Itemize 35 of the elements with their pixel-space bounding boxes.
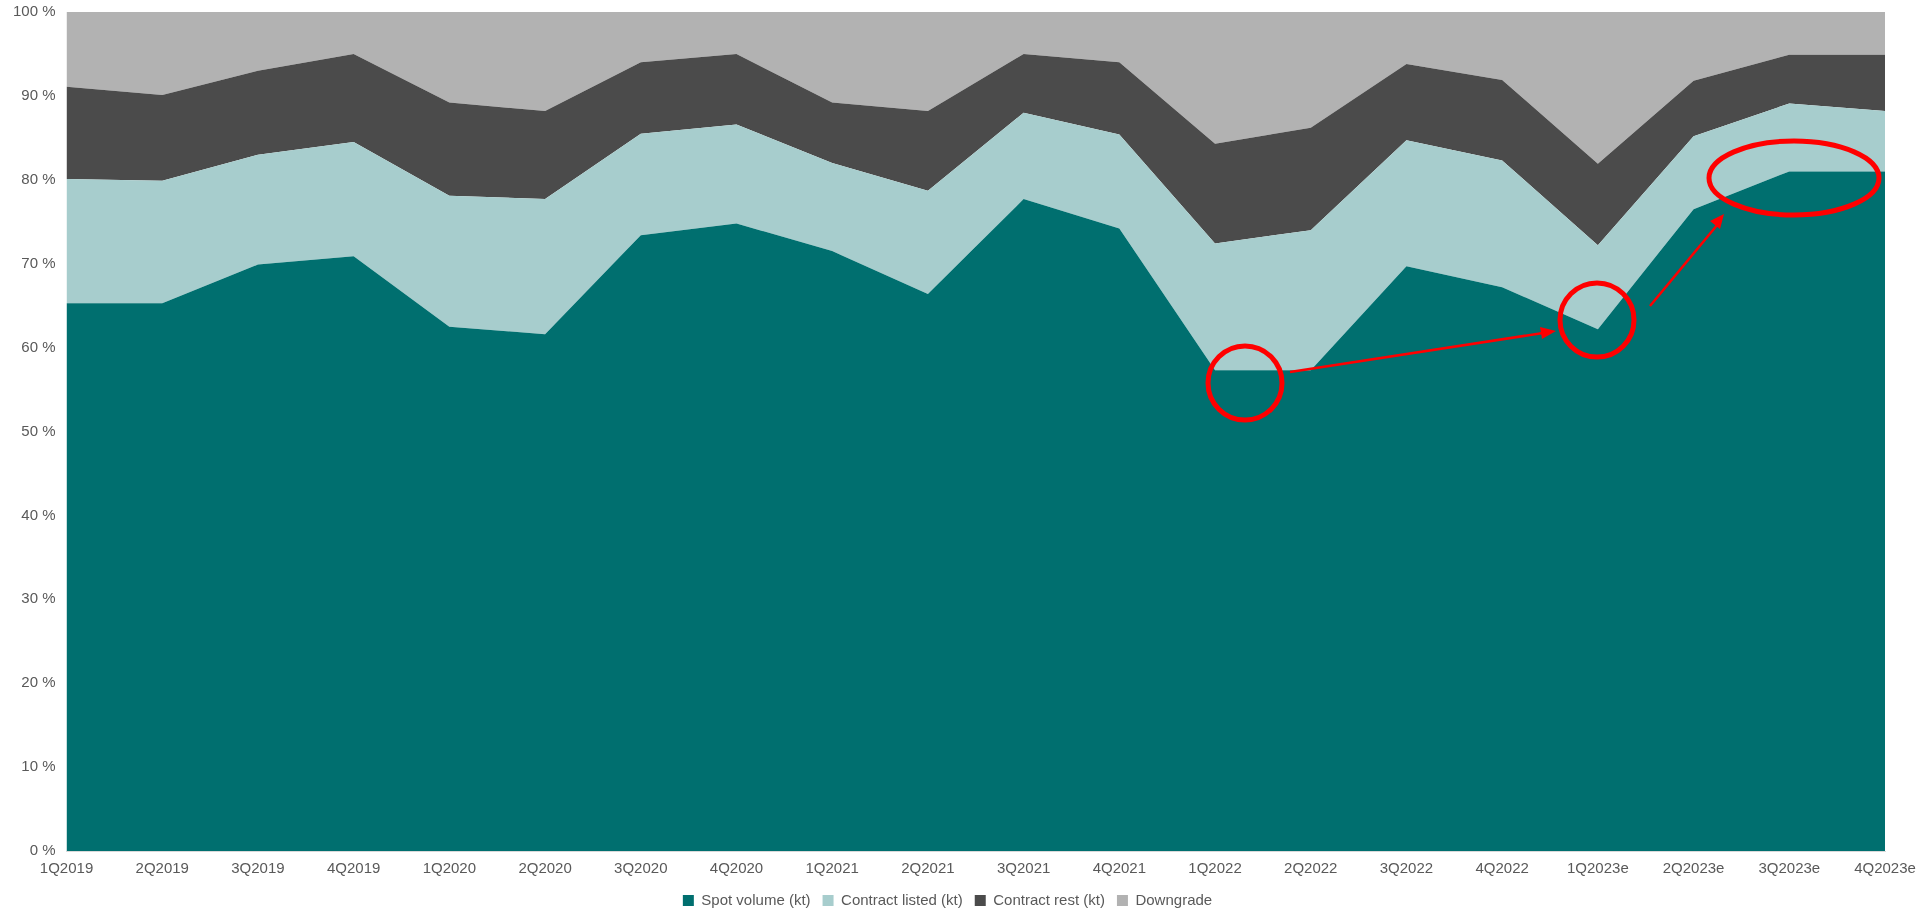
x-tick-label: 4Q2023e <box>1854 859 1916 877</box>
y-tick-label: 10 % <box>21 757 56 775</box>
x-tick-label: 2Q2021 <box>901 859 955 877</box>
y-tick-label: 80 % <box>21 169 56 187</box>
x-tick-label: 3Q2020 <box>614 859 668 877</box>
y-tick-label: 100 % <box>12 2 56 20</box>
legend-label: Contract listed (kt) <box>841 890 963 908</box>
x-tick-label: 2Q2023e <box>1662 859 1725 877</box>
x-tick-label: 3Q2021 <box>996 859 1051 877</box>
x-tick-label: 3Q2023e <box>1758 859 1821 877</box>
x-tick-label: 4Q2021 <box>1092 859 1147 877</box>
x-tick-label: 3Q2022 <box>1379 859 1434 877</box>
y-tick-label: 70 % <box>21 253 56 271</box>
x-tick-label: 4Q2019 <box>326 859 381 877</box>
y-tick-label: 20 % <box>21 673 56 691</box>
x-tick-label: 4Q2020 <box>709 859 764 877</box>
x-tick-label: 2Q2020 <box>518 859 572 877</box>
y-tick-label: 0 % <box>29 841 56 859</box>
x-tick-label: 1Q2019 <box>39 859 94 877</box>
y-tick-label: 30 % <box>21 589 56 607</box>
x-tick-label: 1Q2022 <box>1188 859 1242 877</box>
y-tick-label: 90 % <box>21 86 56 104</box>
y-tick-label: 50 % <box>21 421 56 439</box>
legend-label: Downgrade <box>1135 890 1213 908</box>
legend-label: Contract rest (kt) <box>993 890 1105 908</box>
x-tick-label: 3Q2019 <box>231 859 285 877</box>
x-tick-label: 2Q2019 <box>135 859 189 877</box>
legend-label: Spot volume (kt) <box>701 890 811 908</box>
y-tick-label: 60 % <box>21 337 56 355</box>
x-tick-label: 1Q2020 <box>422 859 477 877</box>
y-tick-label: 40 % <box>21 505 56 523</box>
x-tick-label: 4Q2022 <box>1475 859 1529 877</box>
x-tick-label: 2Q2022 <box>1284 859 1338 877</box>
x-tick-label: 1Q2021 <box>805 859 859 877</box>
x-tick-label: 1Q2023e <box>1567 859 1629 877</box>
